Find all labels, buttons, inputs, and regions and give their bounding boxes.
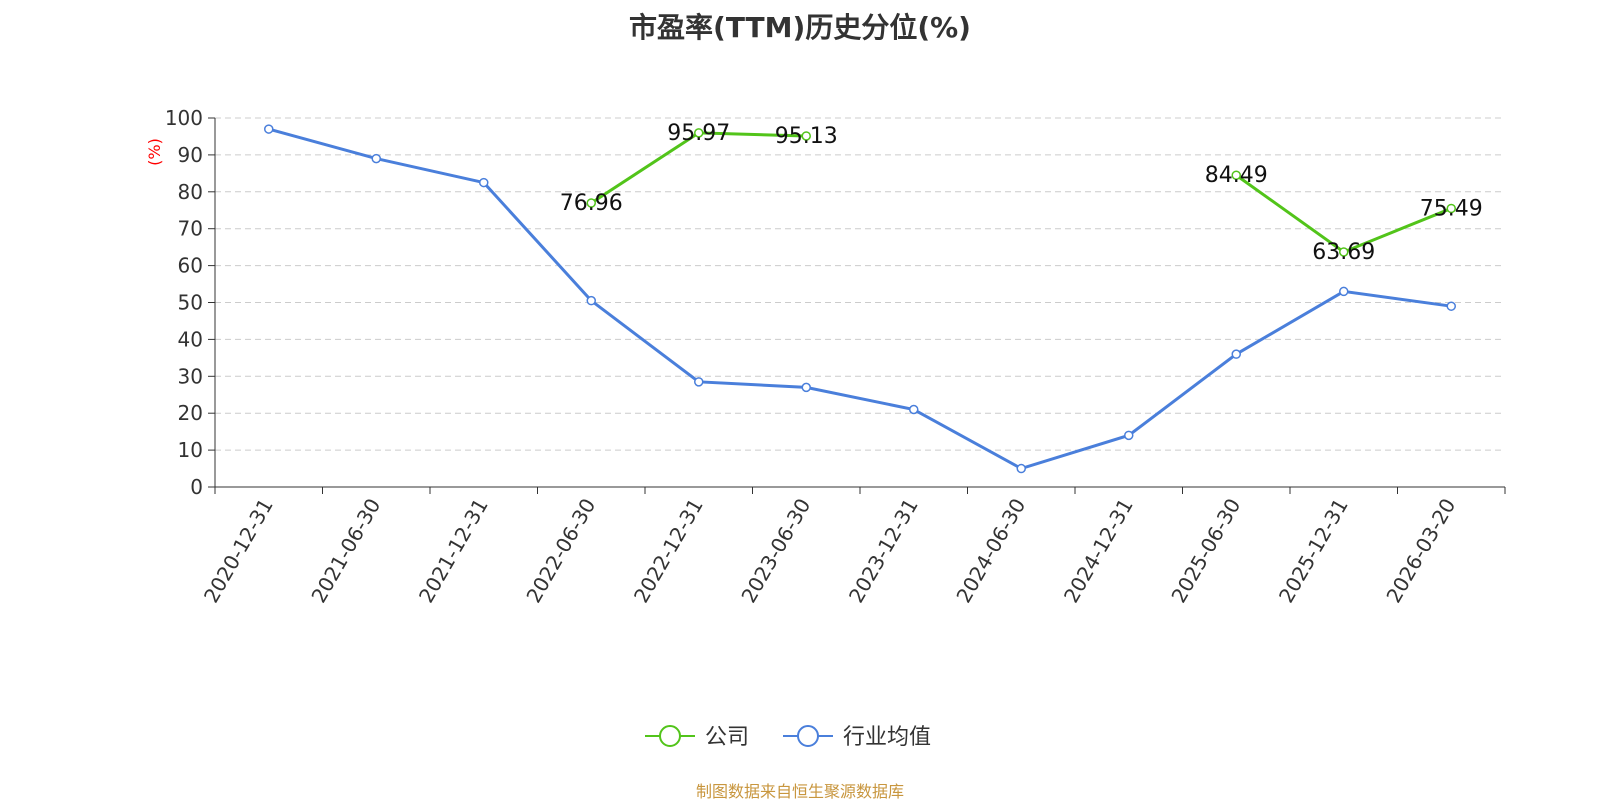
y-tick-label: 40: [178, 327, 203, 351]
data-point: [586, 198, 596, 208]
y-tick-label: 60: [178, 254, 203, 278]
data-point: [586, 295, 596, 306]
data-label: 95.97: [667, 121, 730, 146]
y-axis-label: (%): [145, 138, 164, 166]
y-tick-label: 80: [178, 180, 203, 204]
y-tick-label: 70: [178, 217, 203, 241]
data-point: [1124, 430, 1134, 441]
data-label: 84.49: [1205, 163, 1268, 188]
data-point: [1231, 170, 1241, 180]
data-point: [479, 177, 489, 188]
data-label: 76.96: [560, 191, 623, 216]
data-point: [694, 377, 704, 387]
data-point: [1339, 286, 1349, 297]
x-tick-label: 2021-06-30: [306, 494, 385, 607]
data-label: 75.49: [1420, 196, 1483, 221]
x-tick-label: 2022-06-30: [521, 494, 600, 607]
legend-label: 行业均值: [843, 725, 931, 750]
x-tick-label: 2021-12-31: [414, 494, 493, 607]
y-tick-label: 10: [178, 438, 203, 462]
data-point: [1339, 247, 1349, 257]
data-label: 95.13: [775, 124, 838, 149]
y-tick-label: 0: [190, 475, 203, 499]
x-tick-label: 2023-12-31: [844, 494, 923, 607]
y-tick-label: 30: [178, 364, 203, 388]
y-tick-label: 100: [165, 106, 203, 130]
data-point: [264, 124, 274, 134]
series-line-1: [268, 127, 1452, 471]
x-tick-label: 2023-06-30: [736, 494, 815, 607]
data-point: [694, 128, 704, 138]
chart-title: 市盈率(TTM)历史分位(%): [629, 11, 971, 44]
legend-label: 公司: [705, 725, 749, 750]
data-point: [1446, 203, 1456, 214]
y-tick-label: 50: [178, 291, 203, 315]
data-point: [1446, 301, 1456, 311]
data-point: [1016, 463, 1026, 474]
y-tick-label: 90: [178, 143, 203, 167]
x-tick-label: 2020-12-31: [199, 494, 278, 607]
x-tick-label: 2022-12-31: [629, 494, 708, 607]
data-point: [371, 153, 381, 164]
data-label: 63.69: [1312, 240, 1375, 265]
legend-marker: [797, 725, 819, 747]
y-tick-label: 20: [178, 401, 203, 425]
data-point: [1231, 349, 1241, 359]
data-point: [801, 131, 811, 141]
x-tick-label: 2024-06-30: [951, 494, 1030, 607]
data-point: [801, 382, 811, 393]
x-tick-label: 2025-12-31: [1274, 494, 1353, 607]
x-tick-label: 2026-03-20: [1381, 494, 1460, 607]
x-tick-label: 2024-12-31: [1059, 494, 1138, 607]
legend-marker: [659, 725, 681, 747]
source-footer: 制图数据来自恒生聚源数据库: [695, 782, 904, 801]
x-tick-label: 2025-06-30: [1166, 494, 1245, 607]
data-point: [909, 404, 919, 415]
